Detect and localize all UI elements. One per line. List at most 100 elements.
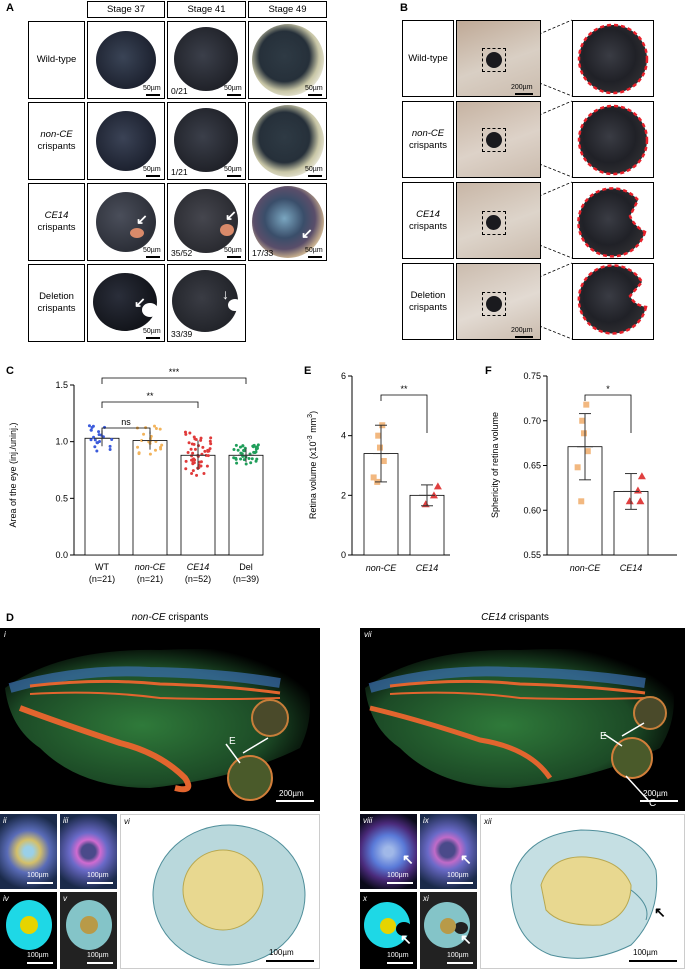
chart-c-point xyxy=(153,424,157,428)
chart-f-point xyxy=(578,498,585,505)
chart-f-point xyxy=(579,417,586,424)
chart-f: Sphericity of retina volume 0.55 0.60 0.65… xyxy=(490,371,677,573)
chart-f-point xyxy=(583,401,590,408)
image-d-xii: ↖ xii 100µm xyxy=(480,814,685,969)
chart-c-point xyxy=(87,424,91,428)
chart-f-sig-bracket xyxy=(584,394,632,433)
chart-e-sig-label: ** xyxy=(400,384,408,394)
chart-f-ylabel: Sphericity of retina volume xyxy=(490,412,500,518)
chart-c-point xyxy=(108,444,112,448)
image-nonce-stage49: 50µm xyxy=(248,102,327,180)
chart-c-point xyxy=(197,444,201,448)
image-d-iii: iii 100µm xyxy=(60,814,117,889)
chart-c-category: WT xyxy=(95,562,109,572)
chart-f-point xyxy=(636,497,645,505)
chart-c-point xyxy=(97,433,101,437)
chart-c-point xyxy=(108,448,112,452)
chart-c-point xyxy=(242,448,246,452)
chart-f-point xyxy=(633,486,642,494)
chart-f-point xyxy=(584,448,591,455)
chart-c-category-n: (n=52) xyxy=(185,574,211,584)
chart-c-point xyxy=(103,425,107,429)
chart-c-point xyxy=(154,426,158,430)
chart-c-point xyxy=(193,447,197,451)
chart-c-point xyxy=(255,457,259,461)
chart-c-point xyxy=(249,461,253,465)
chart-c-category-n: (n=39) xyxy=(233,574,259,584)
b-row-label-ce14: CE14 crispants xyxy=(402,182,454,259)
chart-f-ytick-label: 0.70 xyxy=(523,416,541,426)
chart-e-category: non-CE xyxy=(366,563,398,573)
image-d-xi: ↖ xi 100µm xyxy=(420,892,477,969)
image-d-vi: vi 100µm xyxy=(120,814,320,969)
chart-c-point xyxy=(96,441,100,445)
chart-c-point xyxy=(93,438,97,442)
chart-c-sig-label: ns xyxy=(121,417,131,427)
chart-c-ytick-label: 0.0 xyxy=(55,550,68,560)
chart-c-ytick-label: 1.5 xyxy=(55,380,68,390)
chart-c-point xyxy=(242,458,246,462)
chart-e-ytick-label: 0 xyxy=(341,550,346,560)
chart-c-point xyxy=(256,443,260,447)
image-d-iv: iv 100µm xyxy=(0,892,57,969)
chart-c-point xyxy=(202,472,206,476)
chart-c-point xyxy=(153,448,157,452)
chart-e-point xyxy=(376,444,383,451)
chart-e-point xyxy=(370,474,377,481)
chart-c-point xyxy=(184,467,188,471)
image-d-x: ↖ x 100µm xyxy=(360,892,417,969)
chart-c-sig-bracket xyxy=(101,427,151,434)
row-label-wild-type: Wild-type xyxy=(28,21,85,99)
chart-c-ytick-label: 1.0 xyxy=(55,437,68,447)
chart-c-sig-bracket xyxy=(101,377,247,384)
chart-c-point xyxy=(193,437,197,441)
chart-c-point xyxy=(250,457,254,461)
chart-c-point xyxy=(191,462,195,466)
chart-c-point xyxy=(158,427,162,431)
chart-c-point xyxy=(89,438,93,442)
chart-e-ylabel: Retina volume (x10-3 mm3) xyxy=(307,411,318,519)
chart-c-point xyxy=(140,439,144,443)
chart-c-point xyxy=(190,471,194,475)
chart-c-point xyxy=(193,458,197,462)
chart-c-point xyxy=(209,436,213,440)
panel-d-label: D xyxy=(6,612,14,624)
chart-c-point xyxy=(187,441,191,445)
chart-c-category: CE14 xyxy=(187,562,210,572)
chart-c-category-n: (n=21) xyxy=(137,574,163,584)
chart-e-point xyxy=(375,432,382,439)
image-d-viii: viii ↖ 100µm xyxy=(360,814,417,889)
chart-e-sig-bracket xyxy=(380,394,428,433)
chart-c-sig-label: *** xyxy=(169,367,180,377)
arrow-icon: ↙ xyxy=(134,294,146,310)
chart-c-point xyxy=(101,435,105,439)
chart-f-ytick-label: 0.55 xyxy=(523,550,541,560)
chart-c-point xyxy=(159,447,163,451)
chart-c-point xyxy=(191,451,195,455)
chart-c-point xyxy=(148,452,152,456)
chart-c-point xyxy=(208,439,212,443)
image-ce14-stage49: ↙ 17/33 50µm xyxy=(248,183,327,261)
image-d-ix: ix ↖ 100µm xyxy=(420,814,477,889)
column-stage-49: Stage 49 xyxy=(248,1,327,18)
chart-f-point xyxy=(637,472,646,480)
image-wt-stage49: 50µm xyxy=(248,21,327,99)
b-row-label-wild-type: Wild-type xyxy=(402,20,454,97)
chart-f-point xyxy=(574,464,581,471)
chart-c-point xyxy=(205,464,209,468)
chart-c-point xyxy=(234,443,238,447)
chart-c-point xyxy=(234,457,238,461)
chart-c-point xyxy=(206,449,210,453)
image-ce14-stage41: ↙ 35/52 50µm xyxy=(167,183,246,261)
panel-f-label: F xyxy=(485,365,492,377)
chart-c-point xyxy=(195,473,199,477)
b-row-label-non-ce: non-CE crispants xyxy=(402,101,454,178)
chart-e: Retina volume (x10-3 mm3) 0 2 4 6 ** non-CE C… xyxy=(307,371,450,573)
embryo-head-wt: 200µm xyxy=(456,20,541,97)
chart-e-point xyxy=(380,458,387,465)
chart-c-ytick-label: 0.5 xyxy=(55,493,68,503)
arrow-icon: ↖ xyxy=(460,851,472,867)
chart-c: Area of the eye (inj./uninj.) 0.0 0.5 1.0 1… xyxy=(8,367,264,584)
b-row-label-deletion: Deletion crispants xyxy=(402,263,454,340)
chart-c-point xyxy=(184,459,188,463)
